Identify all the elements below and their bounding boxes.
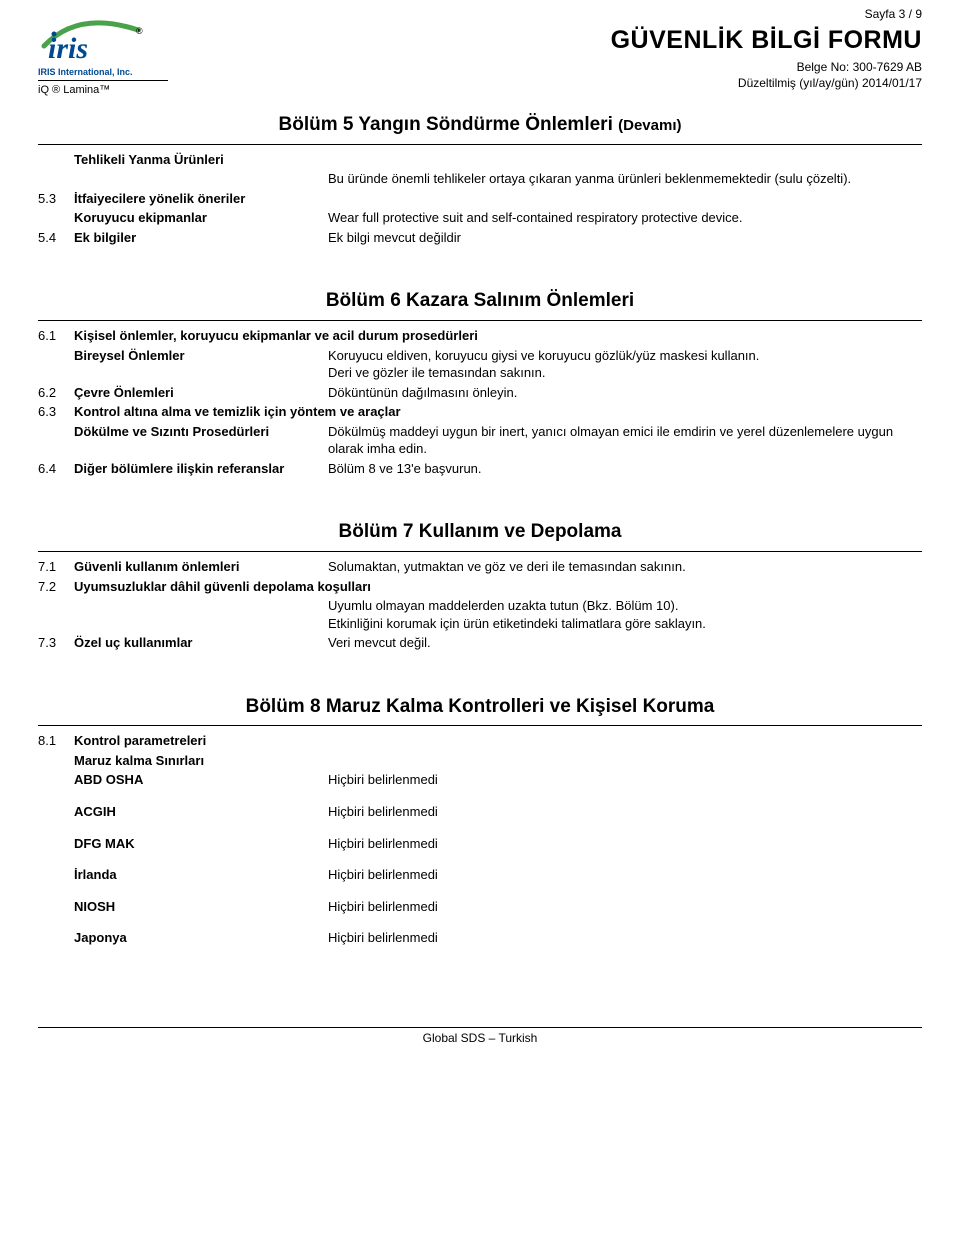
acgih-label: ACGIH (74, 803, 328, 821)
personal-measures-text-2: Deri ve gözler ile temasından sakının. (328, 364, 922, 382)
item-7-3-label: Özel uç kullanımlar (74, 634, 328, 652)
page-number: Sayfa 3 / 9 (611, 6, 922, 22)
doc-number: Belge No: 300-7629 AB (611, 59, 922, 75)
svg-text:®: ® (136, 26, 143, 36)
section-7-title: Bölüm 7 Kullanım ve Depolama (38, 519, 922, 545)
item-7-2-text-2: Etkinliğini korumak için ürün etiketinde… (328, 615, 922, 633)
item-6-1-label: Kişisel önlemler, koruyucu ekipmanlar ve… (74, 327, 922, 345)
item-7-1-text: Solumaktan, yutmaktan ve göz ve deri ile… (328, 558, 922, 576)
item-7-1-number: 7.1 (38, 558, 74, 576)
item-8-1-number: 8.1 (38, 732, 74, 750)
footer-text: Global SDS – Turkish (38, 1030, 922, 1052)
item-7-1-label: Güvenli kullanım önlemleri (74, 558, 328, 576)
iris-logo-icon: iris ® (38, 16, 148, 64)
japan-label: Japonya (74, 929, 328, 947)
section-8-rule (38, 725, 922, 726)
dfg-mak-label: DFG MAK (74, 835, 328, 853)
item-6-4-number: 6.4 (38, 460, 74, 478)
item-5-4-number: 5.4 (38, 229, 74, 247)
logo-block: iris ® IRIS International, Inc. iQ ® Lam… (38, 8, 168, 98)
item-7-3-number: 7.3 (38, 634, 74, 652)
section-5-rule (38, 144, 922, 145)
spill-procedures-label: Dökülme ve Sızıntı Prosedürleri (74, 423, 328, 441)
section-7-rule (38, 551, 922, 552)
company-name: IRIS International, Inc. (38, 66, 168, 78)
item-6-2-text: Döküntünün dağılmasını önleyin. (328, 384, 922, 402)
exposure-limits-label: Maruz kalma Sınırları (74, 752, 328, 770)
svg-text:iris: iris (48, 32, 88, 64)
section-5-continued: (Devamı) (618, 117, 681, 134)
item-7-2-number: 7.2 (38, 578, 74, 596)
protective-equipment-text: Wear full protective suit and self-conta… (328, 209, 922, 227)
item-6-3-number: 6.3 (38, 403, 74, 421)
item-5-3-label: İtfaiyecilere yönelik öneriler (74, 190, 328, 208)
spill-procedures-text: Dökülmüş maddeyi uygun bir inert, yanıcı… (328, 423, 922, 458)
section-8-title: Bölüm 8 Maruz Kalma Kontrolleri ve Kişis… (38, 694, 922, 720)
section-6-rule (38, 320, 922, 321)
item-6-3-label: Kontrol altına alma ve temizlik için yön… (74, 403, 922, 421)
revised-date: Düzeltilmiş (yıl/ay/gün) 2014/01/17 (611, 75, 922, 91)
header-right: Sayfa 3 / 9 GÜVENLİK BİLGİ FORMU Belge N… (611, 6, 922, 91)
item-8-1-label: Kontrol parametreleri (74, 732, 922, 750)
product-name: iQ ® Lamina™ (38, 83, 168, 98)
ireland-label: İrlanda (74, 866, 328, 884)
hazardous-combustion-text: Bu üründe önemli tehlikeler ortaya çıkar… (328, 170, 922, 188)
section-5-title-text: Bölüm 5 Yangın Söndürme Önlemleri (279, 114, 613, 135)
osha-label: ABD OSHA (74, 771, 328, 789)
item-7-3-text: Veri mevcut değil. (328, 634, 922, 652)
section-5-title: Bölüm 5 Yangın Söndürme Önlemleri (Devam… (38, 112, 922, 138)
item-5-3-number: 5.3 (38, 190, 74, 208)
niosh-label: NIOSH (74, 898, 328, 916)
item-5-4-label: Ek bilgiler (74, 229, 328, 247)
item-6-4-label: Diğer bölümlere ilişkin referanslar (74, 460, 328, 478)
item-5-4-text: Ek bilgi mevcut değildir (328, 229, 922, 247)
item-6-2-label: Çevre Önlemleri (74, 384, 328, 402)
acgih-value: Hiçbiri belirlenmedi (328, 803, 922, 821)
item-6-1-number: 6.1 (38, 327, 74, 345)
japan-value: Hiçbiri belirlenmedi (328, 929, 922, 947)
item-7-2-label: Uyumsuzluklar dâhil güvenli depolama koş… (74, 578, 922, 596)
ireland-value: Hiçbiri belirlenmedi (328, 866, 922, 884)
header-separator (38, 80, 168, 81)
hazardous-combustion-heading: Tehlikeli Yanma Ürünleri (74, 151, 328, 169)
osha-value: Hiçbiri belirlenmedi (328, 771, 922, 789)
footer-rule (38, 1027, 922, 1028)
personal-measures-text-1: Koruyucu eldiven, koruyucu giysi ve koru… (328, 347, 922, 365)
item-6-2-number: 6.2 (38, 384, 74, 402)
dfg-mak-value: Hiçbiri belirlenmedi (328, 835, 922, 853)
item-6-4-text: Bölüm 8 ve 13'e başvurun. (328, 460, 922, 478)
item-7-2-text-1: Uyumlu olmayan maddelerden uzakta tutun … (328, 597, 922, 615)
section-6-title: Bölüm 6 Kazara Salınım Önlemleri (38, 288, 922, 314)
form-title: GÜVENLİK BİLGİ FORMU (611, 24, 922, 58)
niosh-value: Hiçbiri belirlenmedi (328, 898, 922, 916)
personal-measures-label: Bireysel Önlemler (74, 347, 328, 365)
protective-equipment-label: Koruyucu ekipmanlar (74, 209, 328, 227)
